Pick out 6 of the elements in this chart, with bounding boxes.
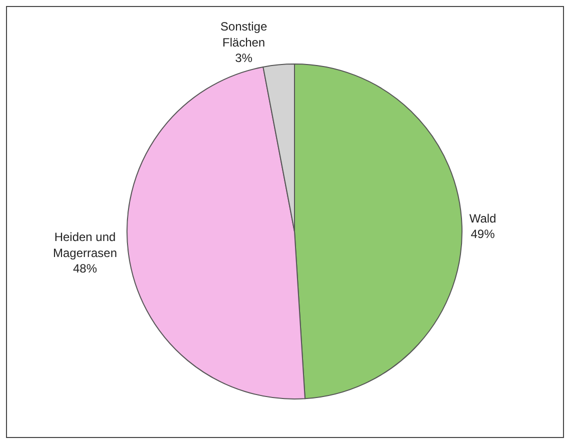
slice-label: Wald bbox=[469, 211, 496, 226]
data-label: 3% bbox=[235, 50, 253, 65]
slice-label: Heiden und Magerrasen bbox=[52, 230, 118, 260]
data-label: 49% bbox=[470, 227, 496, 242]
data-label: 48% bbox=[72, 261, 98, 276]
slice-label: Sonstige Flächen bbox=[220, 20, 268, 50]
